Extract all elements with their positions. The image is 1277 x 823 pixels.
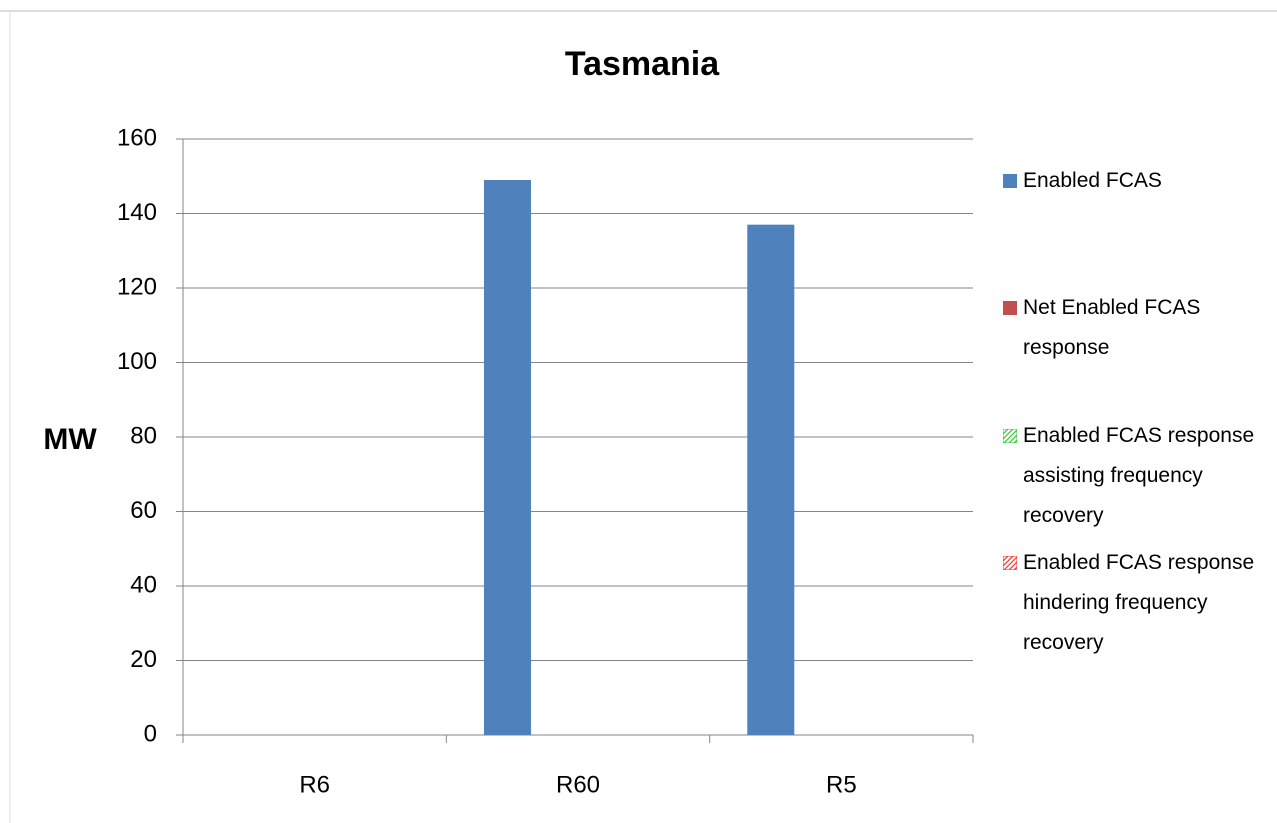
y-tick-label: 20 (130, 646, 157, 673)
legend-swatch-fill (1003, 429, 1017, 443)
legend-swatch-fill (1003, 556, 1017, 570)
y-tick-label: 80 (130, 422, 157, 449)
y-tick-label: 40 (130, 571, 157, 598)
chart-title: Tasmania (565, 45, 720, 83)
legend-label: Enabled FCAS (1023, 169, 1162, 192)
y-tick-label: 100 (117, 348, 157, 375)
bar (483, 179, 531, 736)
legend-swatch (1003, 174, 1017, 188)
x-tick-label: R60 (556, 771, 600, 798)
x-tick-label: R6 (299, 771, 330, 798)
legend-item: Enabled FCAS (1003, 161, 1265, 201)
legend-swatch-fill (1003, 301, 1017, 315)
legend-swatch-fill (1003, 174, 1017, 188)
y-axis-label: MW (43, 423, 97, 456)
y-tick-label: 120 (117, 273, 157, 300)
y-tick-label: 60 (130, 497, 157, 524)
legend-item: Enabled FCAS response assisting frequenc… (1003, 416, 1265, 536)
legend-swatch (1003, 301, 1017, 315)
x-tick-label: R5 (826, 771, 857, 798)
bar (747, 224, 795, 736)
legend-item: Enabled FCAS response hindering frequenc… (1003, 543, 1265, 663)
legend-swatch (1003, 429, 1017, 443)
y-tick-label: 160 (117, 124, 157, 151)
legend-label: Net Enabled FCAS response (1023, 296, 1201, 359)
legend-item: Net Enabled FCAS response (1003, 288, 1265, 368)
y-tick-label: 140 (117, 199, 157, 226)
y-tick-label: 0 (144, 720, 157, 747)
legend-swatch (1003, 556, 1017, 570)
legend-label: Enabled FCAS response assisting frequenc… (1023, 424, 1255, 527)
legend-label: Enabled FCAS response hindering frequenc… (1023, 551, 1255, 654)
